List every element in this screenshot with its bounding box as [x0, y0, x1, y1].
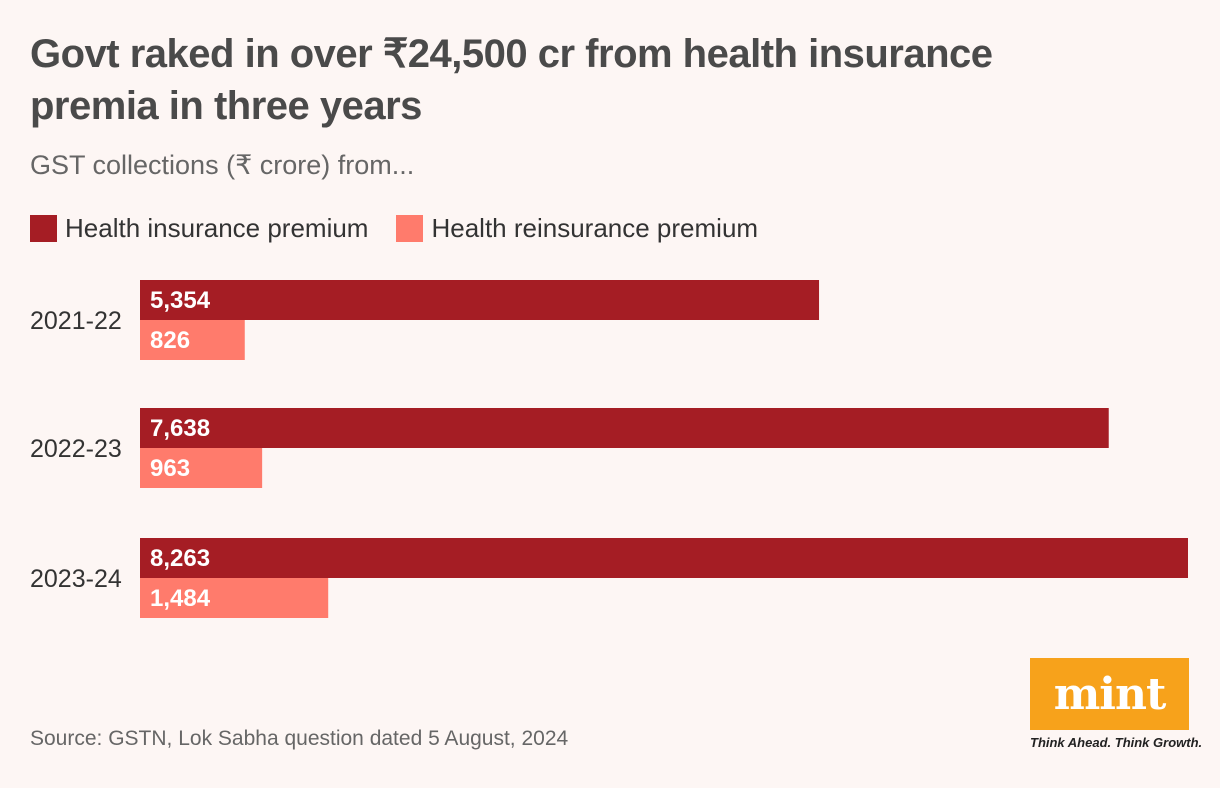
legend-item-insurance: Health insurance premium: [30, 213, 368, 244]
legend-swatch-reinsurance: [396, 215, 424, 242]
source-note: Source: GSTN, Lok Sabha question dated 5…: [30, 727, 569, 750]
bar-value-label-insurance-2022-23: 7,638: [150, 415, 210, 442]
bar-insurance-2023-24: [140, 538, 1188, 578]
bar-value-label-reinsurance-2023-24: 1,484: [150, 585, 211, 612]
legend-item-reinsurance: Health reinsurance premium: [396, 213, 758, 244]
legend: Health insurance premium Health reinsura…: [30, 213, 786, 244]
bar-value-label-reinsurance-2022-23: 963: [150, 455, 190, 482]
bar-insurance-2021-22: [140, 280, 820, 320]
category-label-2023-24: 2023-24: [30, 565, 122, 593]
chart-subtitle: GST collections (₹ crore) from...: [30, 150, 415, 180]
logo-tagline: Think Ahead. Think Growth.: [1030, 735, 1203, 750]
bar-reinsurance-2023-24: [140, 578, 329, 618]
chart-title: Govt raked in over ₹24,500 cr from healt…: [30, 32, 993, 128]
legend-label-reinsurance: Health reinsurance premium: [431, 213, 759, 243]
category-label-2022-23: 2022-23: [30, 435, 122, 463]
legend-swatch-insurance: [30, 215, 57, 242]
bar-chart: 2021-22 5,354 826 2022-23 7,638 963 2023-24 8,2…: [30, 280, 1188, 618]
bar-reinsurance-2021-22: [140, 320, 245, 360]
category-label-2021-22: 2021-22: [30, 307, 122, 335]
bar-value-label-insurance-2021-22: 5,354: [150, 287, 211, 314]
bar-reinsurance-2022-23: [140, 448, 263, 488]
bar-value-label-reinsurance-2021-22: 826: [150, 327, 190, 354]
bar-insurance-2022-23: [140, 408, 1109, 448]
mint-logo: mint: [1030, 658, 1189, 730]
legend-label-insurance: Health insurance premium: [65, 213, 369, 243]
bar-value-label-insurance-2023-24: 8,263: [150, 545, 210, 572]
